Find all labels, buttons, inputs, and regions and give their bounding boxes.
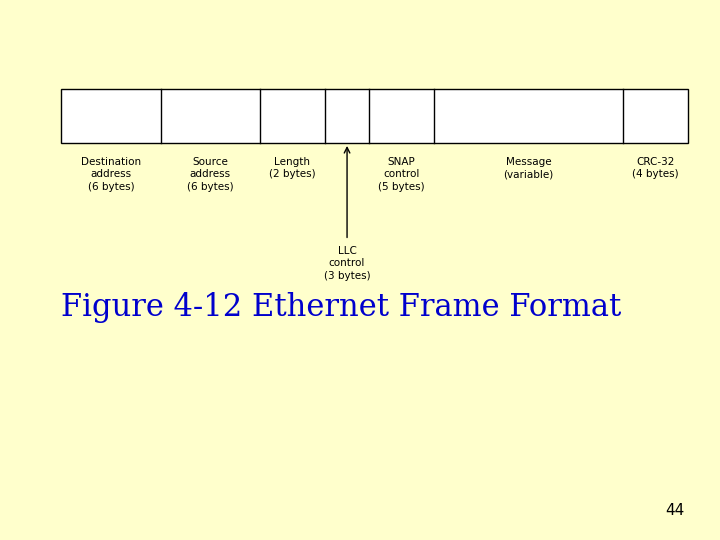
Text: Source
address
(6 bytes): Source address (6 bytes)	[187, 157, 234, 192]
Text: 44: 44	[665, 503, 684, 518]
Text: LLC
control
(3 bytes): LLC control (3 bytes)	[324, 246, 370, 281]
Text: Figure 4-12 Ethernet Frame Format: Figure 4-12 Ethernet Frame Format	[61, 292, 621, 322]
Text: Message
(variable): Message (variable)	[503, 157, 554, 179]
Text: Length
(2 bytes): Length (2 bytes)	[269, 157, 315, 179]
Bar	[61, 89, 688, 143]
Text: CRC-32
(4 bytes): CRC-32 (4 bytes)	[632, 157, 678, 179]
Text: Destination
address
(6 bytes): Destination address (6 bytes)	[81, 157, 141, 192]
Text: SNAP
control
(5 bytes): SNAP control (5 bytes)	[379, 157, 425, 192]
